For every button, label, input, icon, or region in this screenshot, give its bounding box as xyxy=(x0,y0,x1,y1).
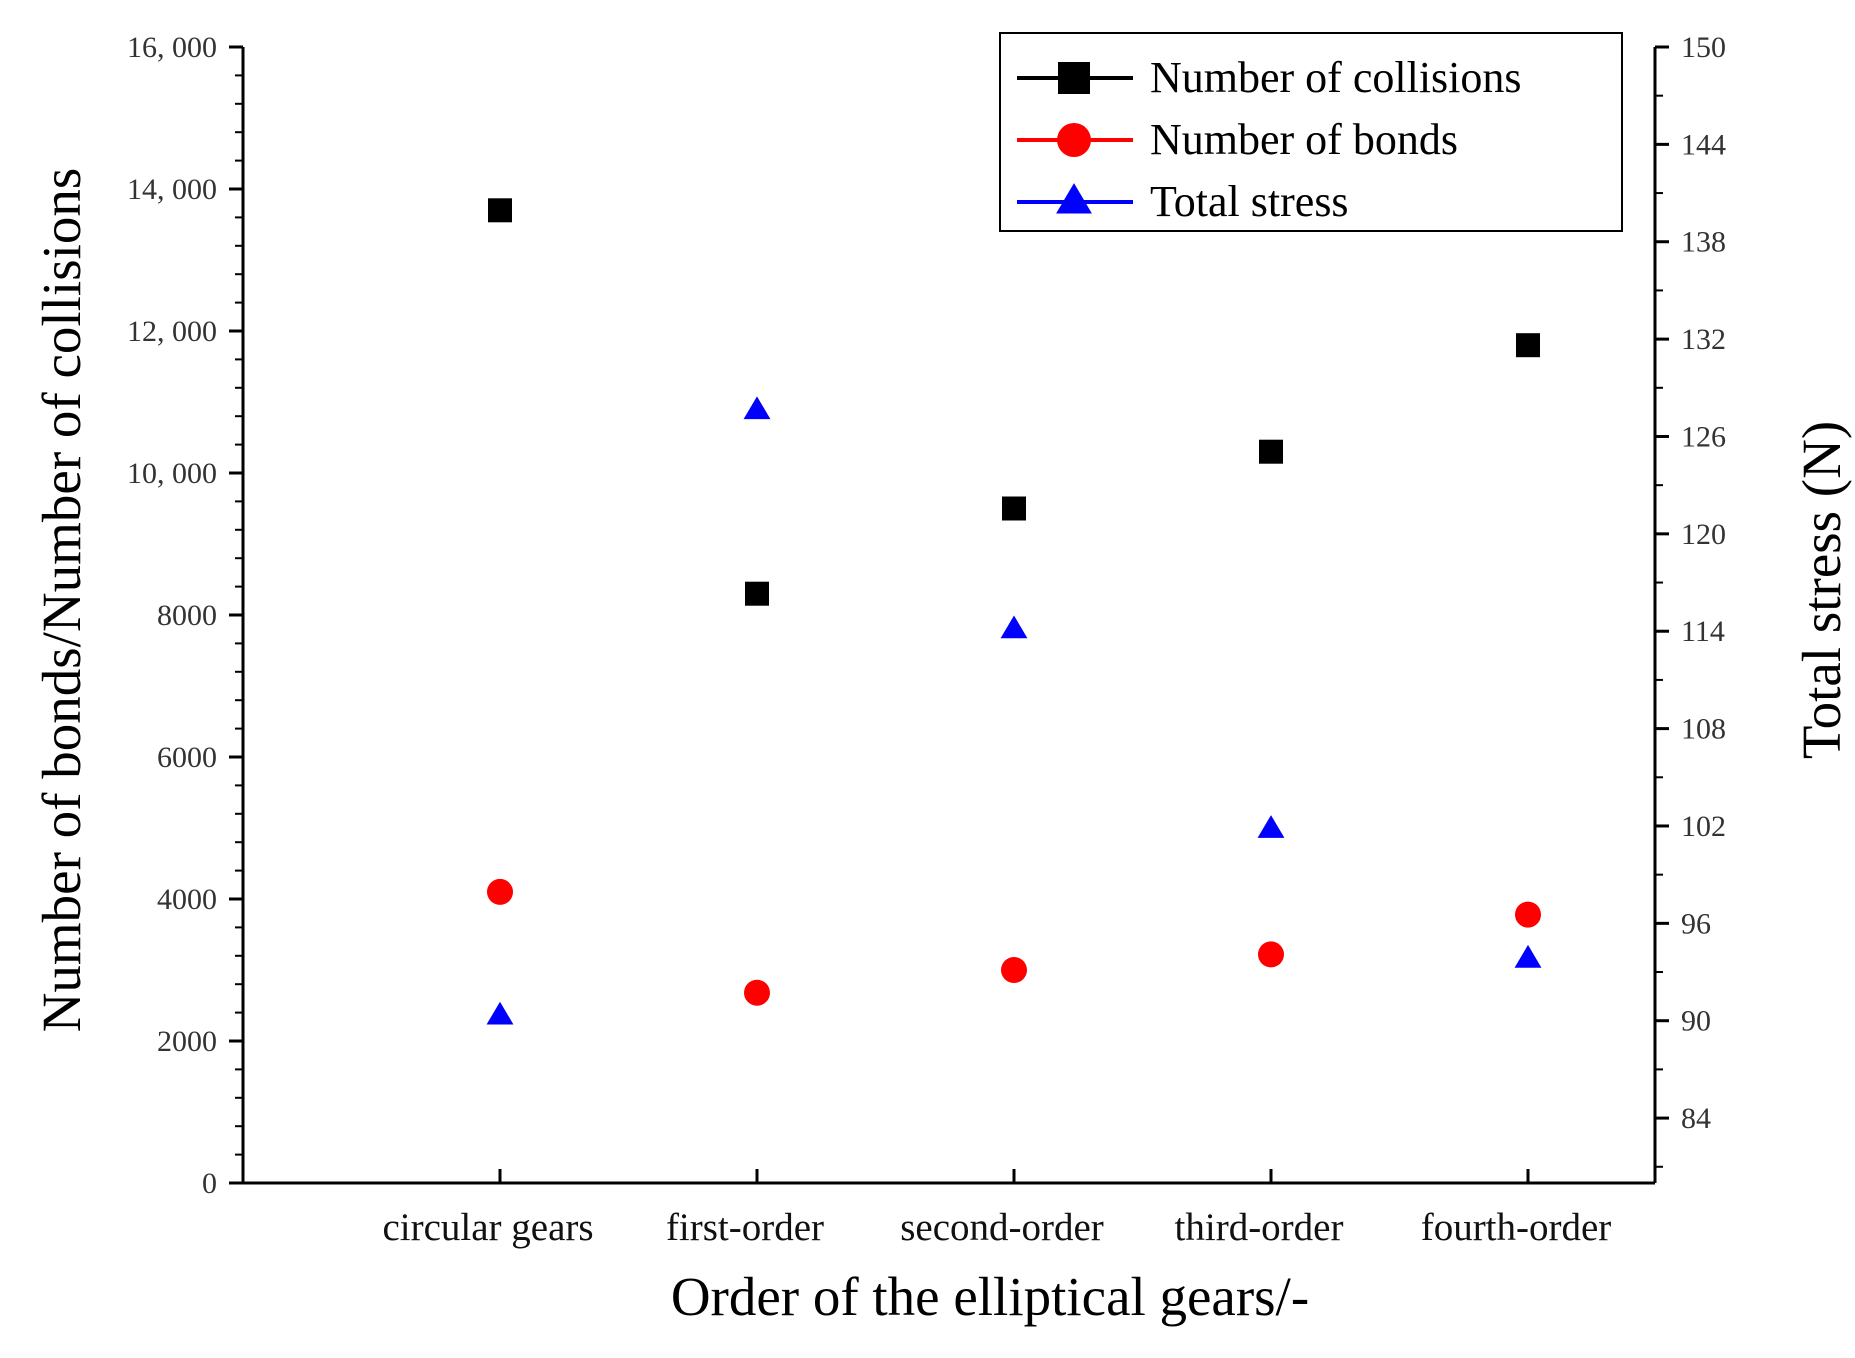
right-tick-label: 90 xyxy=(1681,1005,1711,1038)
right-tick-label: 84 xyxy=(1681,1102,1711,1135)
legend-box xyxy=(999,32,1623,232)
left-tick-label: 0 xyxy=(202,1167,217,1200)
x-tick-label: second-order xyxy=(900,1206,1104,1249)
left-tick-label: 14, 000 xyxy=(127,173,217,206)
number-of-bonds-point xyxy=(487,878,513,905)
left-tick-label: 10, 000 xyxy=(127,457,217,490)
total-stress-point xyxy=(1257,815,1285,838)
number-of-collisions-point xyxy=(488,198,512,223)
number-of-collisions-point xyxy=(1516,333,1540,358)
right-tick-label: 132 xyxy=(1681,323,1726,356)
right-tick-label: 144 xyxy=(1681,128,1726,161)
left-tick-label: 2000 xyxy=(157,1025,217,1058)
legend: Number of collisions Number of bonds Total… xyxy=(999,32,1623,232)
right-tick-label: 138 xyxy=(1681,226,1726,259)
right-tick-label: 108 xyxy=(1681,713,1726,746)
x-tick-label: circular gears xyxy=(382,1206,593,1249)
right-tick-label: 150 xyxy=(1681,31,1726,64)
left-tick-label: 4000 xyxy=(157,883,217,916)
legend-label-number-of-bonds: Number of bonds xyxy=(1150,115,1458,164)
x-axis-ticks: circular gears first-order second-order thi… xyxy=(382,1169,1611,1249)
number-of-collisions-point xyxy=(745,581,769,606)
right-axis-ticks: 84 90 96 102 108 114 120 126 132 138 144 150 xyxy=(1655,31,1726,1168)
x-tick-label: fourth-order xyxy=(1421,1206,1612,1249)
legend-marker-number-of-collisions xyxy=(1058,62,1090,94)
right-tick-label: 96 xyxy=(1681,907,1711,940)
number-of-collisions-point xyxy=(1002,496,1026,521)
right-tick-label: 102 xyxy=(1681,810,1726,843)
left-axis-ticks: 0 2000 4000 6000 8000 10, 000 12, 000 14, 000 16… xyxy=(127,31,243,1200)
legend-marker-number-of-bonds xyxy=(1057,123,1091,157)
left-axis-title: Number of bonds/Number of collisions xyxy=(31,168,92,1033)
legend-marker-total-stress xyxy=(1056,183,1092,214)
legend-label-total-stress: Total stress xyxy=(1150,177,1349,226)
right-tick-label: 114 xyxy=(1681,615,1725,648)
x-tick-label: first-order xyxy=(666,1206,824,1249)
number-of-bonds-point xyxy=(1001,957,1027,983)
number-of-bonds-point xyxy=(1258,941,1284,968)
left-tick-label: 12, 000 xyxy=(127,315,217,348)
total-stress-point xyxy=(743,396,771,420)
right-tick-label: 126 xyxy=(1681,420,1726,453)
x-tick-label: third-order xyxy=(1175,1206,1344,1249)
x-axis-title: Order of the elliptical gears/- xyxy=(671,1266,1309,1327)
right-axis-title: Total stress (N) xyxy=(1791,421,1852,759)
left-tick-label: 16, 000 xyxy=(127,31,217,64)
number-of-collisions-point xyxy=(1259,439,1283,464)
total-stress-point xyxy=(1000,615,1028,639)
left-tick-label: 6000 xyxy=(157,741,217,774)
legend-label-number-of-collisions: Number of collisions xyxy=(1150,53,1522,102)
total-stress-point xyxy=(1514,944,1542,968)
data-marks xyxy=(486,198,1542,1025)
number-of-bonds-point xyxy=(1515,901,1541,928)
total-stress-point xyxy=(486,1001,514,1025)
right-tick-label: 120 xyxy=(1681,518,1726,551)
number-of-bonds-point xyxy=(744,979,770,1006)
left-tick-label: 8000 xyxy=(157,599,217,632)
